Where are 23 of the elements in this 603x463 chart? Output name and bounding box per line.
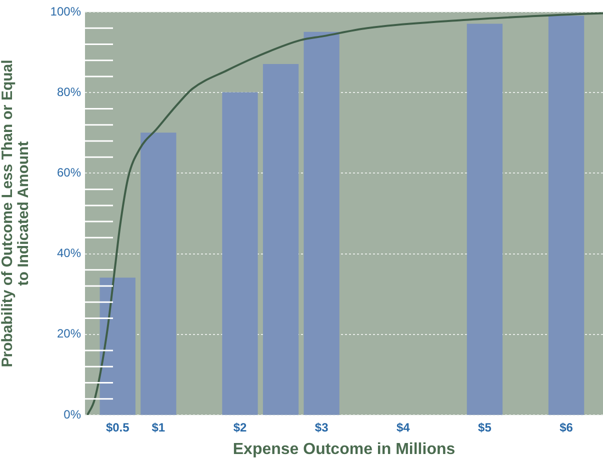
y-tick-label: 0% [64,407,82,422]
bar [466,24,503,415]
y-tick-label: 40% [56,246,82,260]
y-tick-label: 20% [56,326,82,341]
x-axis-title: Expense Outcome in Millions [232,440,456,458]
x-tick-label: $1 [152,420,166,435]
y-tick-label: 80% [56,84,82,99]
bar [140,132,176,415]
x-tick-label: $4 [396,420,410,435]
y-axis-title: Probability of Outcome Less Than or Equal to Indicated Amount [0,60,32,368]
bar [100,278,136,415]
x-tick-label: $0.5 [106,420,130,435]
x-tick-label: $3 [314,420,329,435]
bar [262,64,299,415]
y-tick-label: 100% [50,4,82,18]
x-tick-label: $2 [233,420,247,435]
x-tick-label: $6 [560,420,574,435]
line-series [86,12,603,415]
x-tick-label: $5 [478,420,492,435]
y-tick-label: 60% [56,166,82,180]
bar [304,32,340,415]
bar [222,92,258,415]
bar [548,16,584,415]
